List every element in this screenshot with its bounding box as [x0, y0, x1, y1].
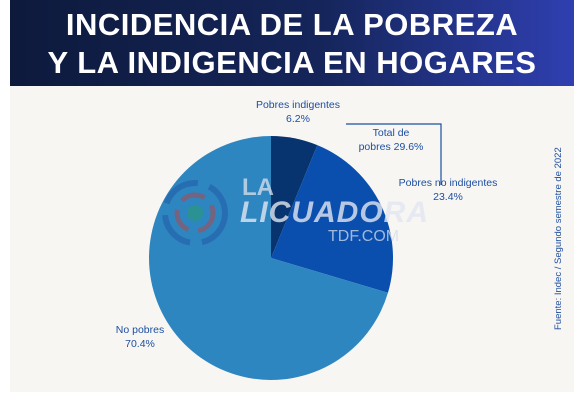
label-total-pobres-line1: Total de	[373, 127, 410, 139]
label-pobres-no-indigentes: Pobres no indigentes	[399, 177, 498, 189]
watermark-swirl-icon	[162, 180, 228, 246]
watermark-brand-top: LA	[242, 174, 274, 201]
slice-pobres-indigentes	[271, 136, 318, 258]
source-note: Fuente: Indec / Segundo semestre de 2022	[553, 147, 564, 330]
watermark-brand-sub: TDF.COM	[328, 228, 400, 245]
total-bracket-line	[346, 123, 442, 185]
label-pobres-indigentes: Pobres indigentes	[256, 99, 340, 111]
pie-slices	[148, 136, 393, 381]
slice-no-pobres	[148, 136, 388, 381]
title-line-2: Y LA INDIGENCIA EN HOGARES	[47, 45, 537, 80]
watermark-logo: LA LICUADORA TDF.COM	[150, 168, 428, 258]
value-pobres-no-indigentes: 23.4%	[433, 191, 463, 203]
header-banner: INCIDENCIA DE LA POBREZA Y LA INDIGENCIA…	[10, 0, 574, 86]
slice-pobres-no-indigentes	[271, 145, 393, 293]
value-no-pobres: 70.4%	[125, 338, 155, 350]
label-no-pobres: No pobres	[116, 324, 164, 336]
title-line-1: INCIDENCIA DE LA POBREZA	[65, 7, 519, 42]
label-total-pobres-line2: pobres 29.6%	[359, 141, 424, 153]
value-pobres-indigentes: 6.2%	[286, 113, 310, 125]
watermark-brand-main: LICUADORA	[240, 196, 429, 229]
